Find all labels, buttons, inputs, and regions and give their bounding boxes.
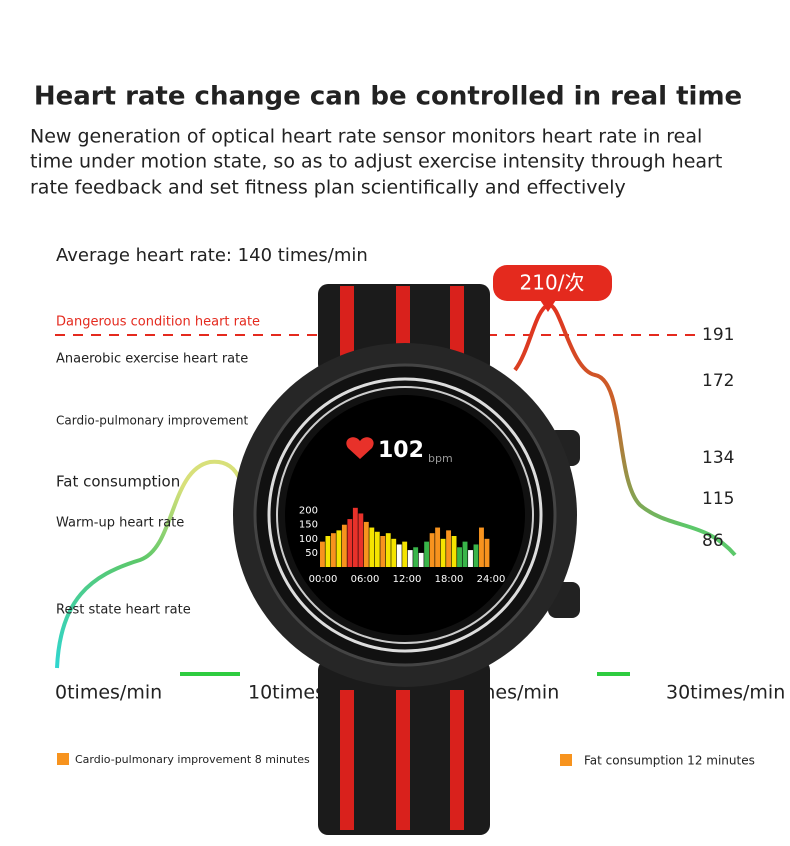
bar [462,541,468,567]
bar [413,547,419,567]
legend-swatch [560,754,572,766]
bar [347,519,353,567]
bar [457,547,462,567]
zone-value: 134 [702,448,734,468]
bar [402,541,408,567]
bar [391,538,397,567]
legend-text: Fat consumption 12 minutes [584,754,755,768]
bar [473,544,479,567]
heart-curve [55,459,242,669]
bar [451,536,457,567]
subtitle: rate feedback and set fitness plan scien… [30,177,626,199]
time-label: 30times/min [666,682,785,704]
bar [479,527,484,567]
bar [320,541,325,567]
bar [374,531,380,567]
bar [330,533,336,567]
legend-text: Cardio-pulmonary improvement 8 minutes [75,753,310,766]
bar [385,533,391,567]
bar [358,513,364,567]
bar [446,530,452,567]
bar [468,550,473,567]
y-tick-label: 50 [305,548,318,559]
average-label: Average heart rate: 140 times/min [56,245,368,266]
subtitle: time under motion state, so as to adjust… [30,151,722,173]
zone-value: 191 [702,325,734,345]
subtitle: New generation of optical heart rate sen… [30,126,702,148]
x-tick-label: 00:00 [309,574,338,585]
y-tick-label: 100 [299,534,318,545]
bar [325,536,331,567]
zone-label: Warm-up heart rate [56,516,184,531]
y-tick-label: 200 [299,506,318,517]
zone-value: 172 [702,371,734,391]
x-tick-label: 06:00 [351,574,380,585]
callout [493,265,612,301]
callout-text: 210/次 [520,271,585,295]
bar [341,524,347,567]
bar [407,550,413,567]
bar [484,538,490,567]
unit: bpm [428,452,453,465]
bar [380,536,386,567]
x-tick-label: 24:00 [477,574,506,585]
bar [418,552,424,567]
title: Heart rate change can be controlled in r… [34,82,742,112]
y-tick-label: 150 [299,520,318,531]
bar [429,533,435,567]
bar [440,538,446,567]
bar [336,530,342,567]
watch [233,284,580,835]
zone-label: Fat consumption [56,473,180,491]
heart-rate: 102 [378,438,424,463]
zone-value: 86 [702,531,724,551]
bar [424,541,430,567]
zone-label: Anaerobic exercise heart rate [56,352,248,367]
zone-label: Dangerous condition heart rate [56,315,260,330]
zone-value: 115 [702,489,734,509]
heart-curve [513,303,737,557]
bar [363,521,369,567]
time-label: 0times/min [55,682,162,704]
bar [435,527,441,567]
legend-swatch [57,753,69,765]
zone-label: Rest state heart rate [56,603,191,618]
bar [352,507,358,567]
x-tick-label: 18:00 [435,574,464,585]
zone-label: Cardio-pulmonary improvement [56,414,249,428]
bar [396,544,402,567]
bar [369,527,375,567]
x-tick-label: 12:00 [393,574,422,585]
